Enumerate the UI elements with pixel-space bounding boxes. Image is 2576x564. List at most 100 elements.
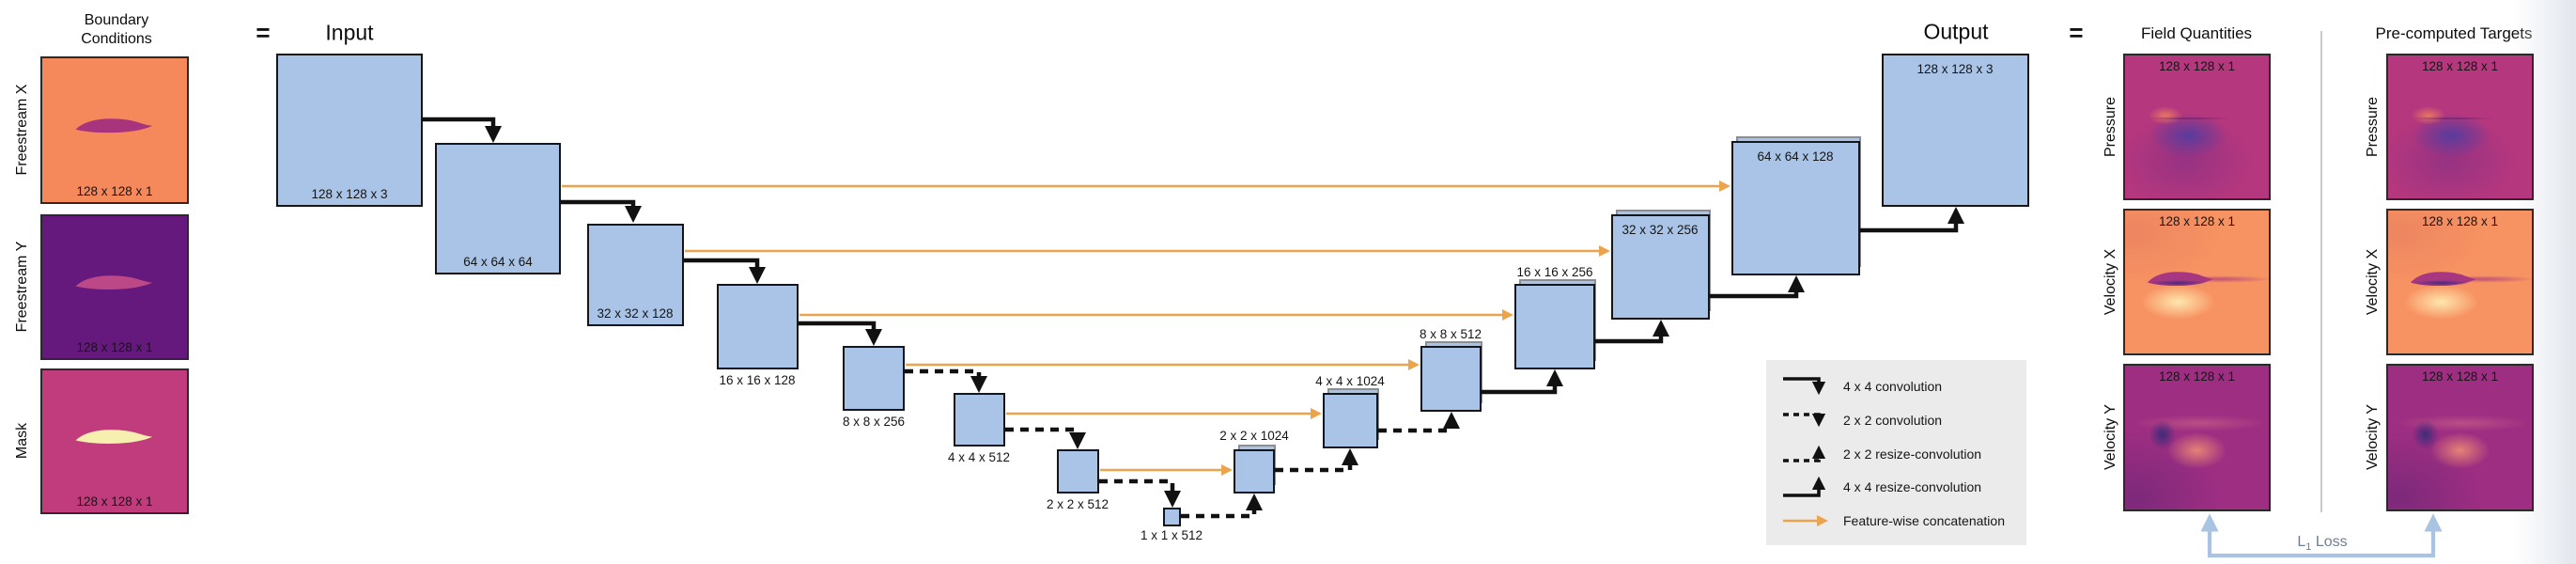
block-dims: 128 x 128 x 3 xyxy=(311,187,388,201)
velocity-x-label-field: Velocity X xyxy=(2103,248,2118,316)
unet-block-dec-64 xyxy=(1731,136,1861,275)
unet-block-dec-32 xyxy=(1611,210,1711,320)
airfoil-silhouette xyxy=(2410,272,2476,287)
image-dims: 128 x 128 x 1 xyxy=(2421,59,2499,73)
unet-block-enc-64 xyxy=(435,143,561,274)
column-divider xyxy=(2320,31,2322,512)
image-dims: 128 x 128 x 1 xyxy=(2158,369,2236,384)
velocity-x-label-target: Velocity X xyxy=(2365,248,2381,316)
block-dims: 2 x 2 x 1024 xyxy=(1219,429,1289,443)
pressure-target-image: 128 x 128 x 1 xyxy=(2386,54,2534,200)
equals-sign-right: = xyxy=(2069,18,2084,47)
equals-sign-left: = xyxy=(256,18,271,47)
block-dims: 32 x 32 x 256 xyxy=(1622,223,1699,237)
unet-block-enc-2 xyxy=(1057,449,1099,494)
legend-item: 4 x 4 resize-convolution xyxy=(1781,473,2026,501)
image-dims: 128 x 128 x 1 xyxy=(76,184,153,198)
image-dims: 128 x 128 x 1 xyxy=(76,494,153,509)
freestream-x-image: 128 x 128 x 1 xyxy=(40,56,189,204)
dashed-down-arrow-icon xyxy=(1783,412,1826,427)
unet-block-enc-4 xyxy=(954,393,1005,446)
pressure-label-target: Pressure xyxy=(2365,96,2381,158)
pressure-label-field: Pressure xyxy=(2103,96,2118,158)
image-dims: 128 x 128 x 1 xyxy=(2421,214,2499,228)
legend-label: 2 x 2 resize-convolution xyxy=(1843,446,1982,462)
legend-label: Feature-wise concatenation xyxy=(1843,513,2005,528)
unet-block-output-128 xyxy=(1882,54,2029,207)
legend-label: 2 x 2 convolution xyxy=(1843,412,1943,428)
image-dims: 128 x 128 x 1 xyxy=(2421,369,2499,384)
output-title: Output xyxy=(1923,19,1989,44)
legend-label: 4 x 4 convolution xyxy=(1843,379,1943,394)
freestream-x-label: Freestream X xyxy=(14,84,30,176)
block-dims: 4 x 4 x 512 xyxy=(947,450,1011,464)
unet-block-dec-2 xyxy=(1234,445,1276,494)
velocity-x-field-image: 128 x 128 x 1 xyxy=(2123,209,2271,355)
legend: 4 x 4 convolution 2 x 2 convolution 2 x … xyxy=(1766,360,2026,545)
airfoil-silhouette xyxy=(75,118,153,133)
boundary-conditions-title: Boundary Conditions xyxy=(81,12,152,47)
airfoil-silhouette xyxy=(75,275,153,290)
image-dims: 128 x 128 x 1 xyxy=(2158,214,2236,228)
pressure-field-image: 128 x 128 x 1 xyxy=(2123,54,2271,200)
airfoil-silhouette xyxy=(75,430,153,445)
mask-label: Mask xyxy=(14,422,30,460)
velocity-x-target-image: 128 x 128 x 1 xyxy=(2386,209,2534,355)
legend-label: 4 x 4 resize-convolution xyxy=(1843,479,1982,495)
resize4x4-arrow-1 xyxy=(1482,369,1563,395)
freestream-y-label: Freestream Y xyxy=(14,241,30,333)
image-dims: 128 x 128 x 1 xyxy=(76,340,153,354)
field-quantities-title: Field Quantities xyxy=(2140,24,2253,42)
resize2x2-arrow-2 xyxy=(1275,448,1358,473)
resize4x4-arrow-4 xyxy=(1860,207,1964,233)
solid-up-arrow-icon xyxy=(1783,477,1826,498)
velocity-y-target-image: 128 x 128 x 1 xyxy=(2386,364,2534,511)
orange-right-arrow-icon xyxy=(1783,515,1828,526)
block-dims: 32 x 32 x 128 xyxy=(597,306,674,321)
conv4x4-arrow-4 xyxy=(799,321,882,346)
velocity-y-field-image: 128 x 128 x 1 xyxy=(2123,364,2271,511)
resize4x4-arrow-3 xyxy=(1710,275,1805,299)
block-dims: 16 x 16 x 128 xyxy=(719,373,796,387)
resize2x2-arrow-1 xyxy=(1181,494,1263,519)
block-dims: 4 x 4 x 1024 xyxy=(1315,374,1385,388)
block-dims: 8 x 8 x 512 xyxy=(1419,327,1482,341)
block-dims: 2 x 2 x 512 xyxy=(1046,497,1110,511)
image-dims: 128 x 128 x 1 xyxy=(2158,59,2236,73)
conv4x4-arrow-2 xyxy=(561,199,642,223)
conv2x2-arrow-3 xyxy=(1099,478,1181,508)
velocity-y-label-target: Velocity Y xyxy=(2365,404,2381,470)
unet-block-enc-32 xyxy=(587,224,684,326)
conv2x2-arrow-2 xyxy=(1005,427,1086,449)
velocity-y-label-field: Velocity Y xyxy=(2103,404,2118,470)
dashed-up-arrow-icon xyxy=(1783,445,1826,462)
input-title: Input xyxy=(325,20,374,45)
block-dims: 64 x 64 x 64 xyxy=(463,255,533,269)
block-dims: 128 x 128 x 3 xyxy=(1916,62,1994,76)
block-dims: 64 x 64 x 128 xyxy=(1757,149,1834,164)
legend-item: Feature-wise concatenation xyxy=(1781,507,2026,535)
block-dims: 16 x 16 x 256 xyxy=(1516,265,1593,279)
unet-block-dec-8 xyxy=(1420,341,1482,412)
unet-block-bottleneck-1 xyxy=(1163,508,1181,526)
conv2x2-arrow-1 xyxy=(905,368,987,393)
unet-block-input-128 xyxy=(276,54,423,207)
solid-down-arrow-icon xyxy=(1783,377,1826,396)
block-dims: 8 x 8 x 256 xyxy=(842,415,906,429)
unet-block-enc-16 xyxy=(717,284,799,369)
precomputed-targets-title: Pre-computed Targets xyxy=(2375,24,2533,42)
conv4x4-arrow-1 xyxy=(422,117,502,143)
mask-image: 128 x 128 x 1 xyxy=(40,368,189,514)
unet-block-dec-4 xyxy=(1323,388,1379,448)
conv4x4-arrow-3 xyxy=(684,258,766,284)
unet-block-enc-8 xyxy=(843,346,905,411)
l1-loss-label: L1 Loss xyxy=(2297,533,2348,554)
legend-item: 2 x 2 resize-convolution xyxy=(1781,440,2026,468)
airfoil-silhouette xyxy=(2147,272,2213,287)
freestream-y-image: 128 x 128 x 1 xyxy=(40,214,189,360)
legend-item: 2 x 2 convolution xyxy=(1781,406,2026,434)
unet-block-dec-16 xyxy=(1514,279,1596,369)
resize2x2-arrow-3 xyxy=(1378,412,1460,433)
resize4x4-arrow-2 xyxy=(1595,320,1669,344)
